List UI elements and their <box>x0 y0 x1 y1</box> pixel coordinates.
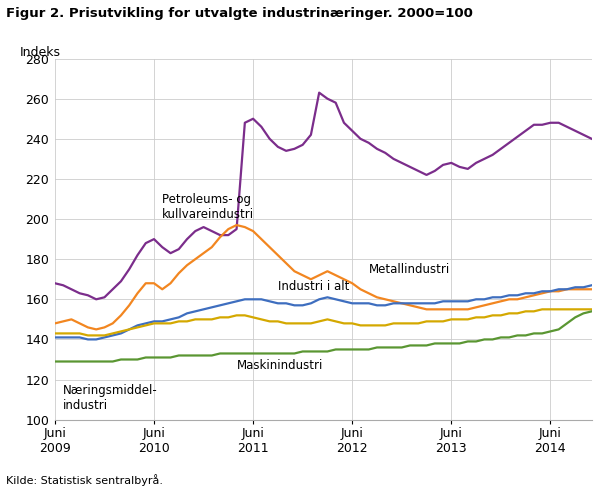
Text: Petroleums- og
kullvareindustri: Petroleums- og kullvareindustri <box>162 193 254 221</box>
Text: Figur 2. Prisutvikling for utvalgte industrinæringer. 2000=100: Figur 2. Prisutvikling for utvalgte indu… <box>6 7 473 20</box>
Text: Næringsmiddel-
industri: Næringsmiddel- industri <box>63 384 158 411</box>
Text: Maskinindustri: Maskinindustri <box>237 360 323 372</box>
Text: Metallindustri: Metallindustri <box>368 263 450 276</box>
Text: Industri i alt: Industri i alt <box>278 280 350 293</box>
Text: Indeks: Indeks <box>20 45 61 59</box>
Text: Kilde: Statistisk sentralbyrå.: Kilde: Statistisk sentralbyrå. <box>6 474 163 486</box>
